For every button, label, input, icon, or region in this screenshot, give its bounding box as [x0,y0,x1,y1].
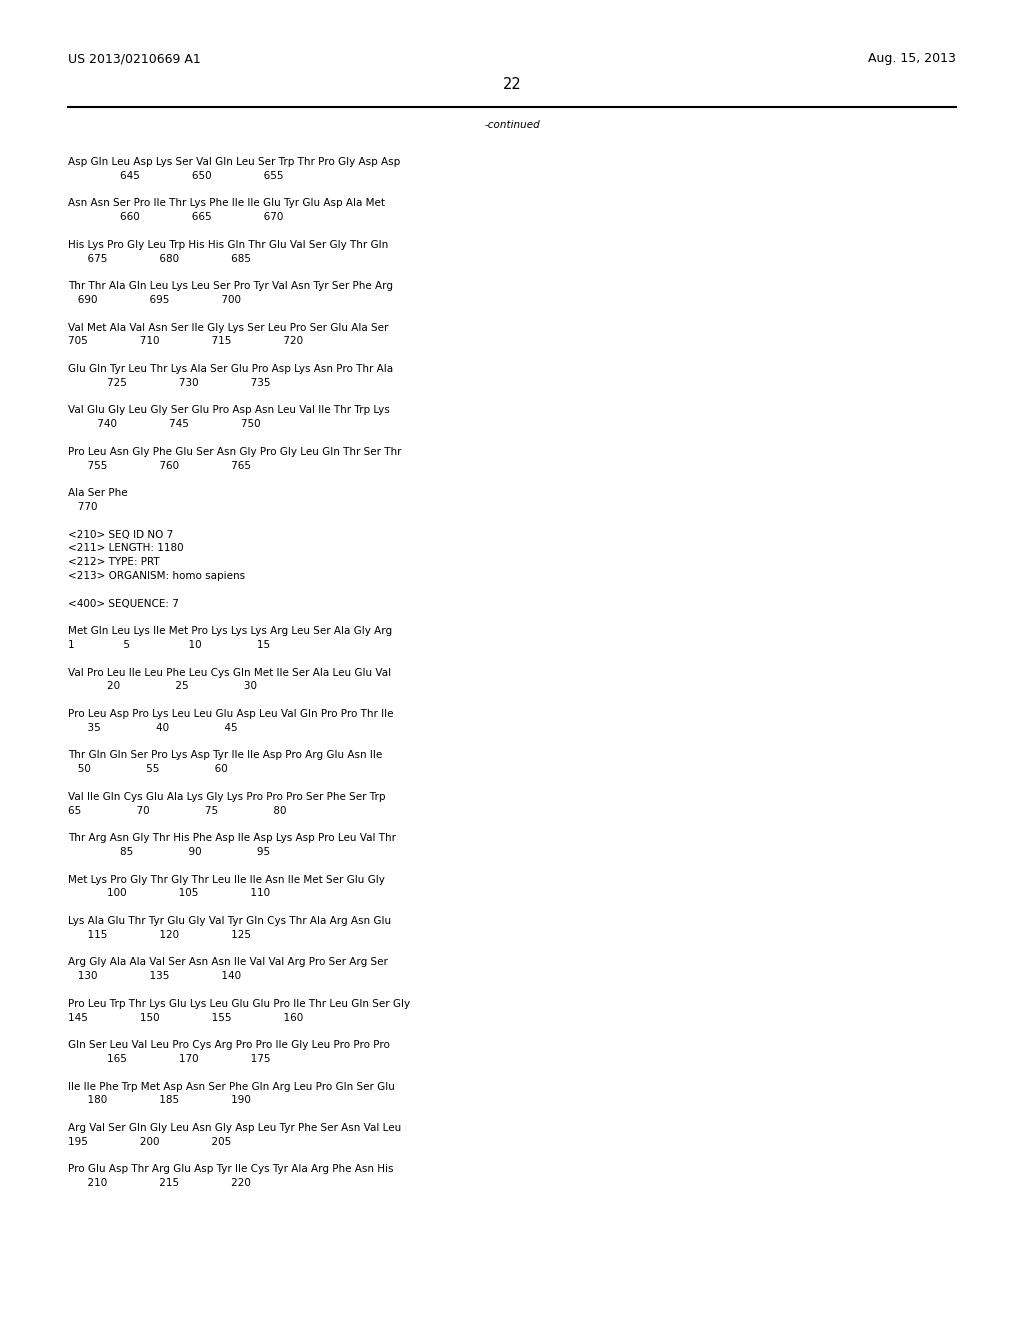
Text: 65                 70                 75                 80: 65 70 75 80 [68,805,287,816]
Text: 22: 22 [503,77,521,92]
Text: 20                 25                 30: 20 25 30 [68,681,257,692]
Text: 740                745                750: 740 745 750 [68,420,261,429]
Text: 35                 40                 45: 35 40 45 [68,723,238,733]
Text: 675                680                685: 675 680 685 [68,253,251,264]
Text: 705                710                715                720: 705 710 715 720 [68,337,303,346]
Text: Pro Leu Asn Gly Phe Glu Ser Asn Gly Pro Gly Leu Gln Thr Ser Thr: Pro Leu Asn Gly Phe Glu Ser Asn Gly Pro … [68,446,401,457]
Text: Gln Ser Leu Val Leu Pro Cys Arg Pro Pro Ile Gly Leu Pro Pro Pro: Gln Ser Leu Val Leu Pro Cys Arg Pro Pro … [68,1040,390,1051]
Text: 660                665                670: 660 665 670 [68,213,284,222]
Text: -continued: -continued [484,120,540,129]
Text: <400> SEQUENCE: 7: <400> SEQUENCE: 7 [68,598,179,609]
Text: 165                170                175: 165 170 175 [68,1053,270,1064]
Text: Ala Ser Phe: Ala Ser Phe [68,488,128,498]
Text: Glu Gln Tyr Leu Thr Lys Ala Ser Glu Pro Asp Lys Asn Pro Thr Ala: Glu Gln Tyr Leu Thr Lys Ala Ser Glu Pro … [68,364,393,374]
Text: Met Lys Pro Gly Thr Gly Thr Leu Ile Ile Asn Ile Met Ser Glu Gly: Met Lys Pro Gly Thr Gly Thr Leu Ile Ile … [68,875,385,884]
Text: Ile Ile Phe Trp Met Asp Asn Ser Phe Gln Arg Leu Pro Gln Ser Glu: Ile Ile Phe Trp Met Asp Asn Ser Phe Gln … [68,1081,395,1092]
Text: 755                760                765: 755 760 765 [68,461,251,471]
Text: Val Met Ala Val Asn Ser Ile Gly Lys Ser Leu Pro Ser Glu Ala Ser: Val Met Ala Val Asn Ser Ile Gly Lys Ser … [68,322,388,333]
Text: 100                105                110: 100 105 110 [68,888,270,899]
Text: Thr Gln Gln Ser Pro Lys Asp Tyr Ile Ile Asp Pro Arg Glu Asn Ile: Thr Gln Gln Ser Pro Lys Asp Tyr Ile Ile … [68,750,382,760]
Text: Pro Glu Asp Thr Arg Glu Asp Tyr Ile Cys Tyr Ala Arg Phe Asn His: Pro Glu Asp Thr Arg Glu Asp Tyr Ile Cys … [68,1164,393,1175]
Text: <210> SEQ ID NO 7: <210> SEQ ID NO 7 [68,529,173,540]
Text: Val Pro Leu Ile Leu Phe Leu Cys Gln Met Ile Ser Ala Leu Glu Val: Val Pro Leu Ile Leu Phe Leu Cys Gln Met … [68,668,391,677]
Text: Met Gln Leu Lys Ile Met Pro Lys Lys Lys Arg Leu Ser Ala Gly Arg: Met Gln Leu Lys Ile Met Pro Lys Lys Lys … [68,626,392,636]
Text: 85                 90                 95: 85 90 95 [68,847,270,857]
Text: 145                150                155                160: 145 150 155 160 [68,1012,303,1023]
Text: Thr Thr Ala Gln Leu Lys Leu Ser Pro Tyr Val Asn Tyr Ser Phe Arg: Thr Thr Ala Gln Leu Lys Leu Ser Pro Tyr … [68,281,393,292]
Text: Val Ile Gln Cys Glu Ala Lys Gly Lys Pro Pro Pro Ser Phe Ser Trp: Val Ile Gln Cys Glu Ala Lys Gly Lys Pro … [68,792,385,801]
Text: Thr Arg Asn Gly Thr His Phe Asp Ile Asp Lys Asp Pro Leu Val Thr: Thr Arg Asn Gly Thr His Phe Asp Ile Asp … [68,833,396,843]
Text: 690                695                700: 690 695 700 [68,294,241,305]
Text: <212> TYPE: PRT: <212> TYPE: PRT [68,557,160,568]
Text: Val Glu Gly Leu Gly Ser Glu Pro Asp Asn Leu Val Ile Thr Trp Lys: Val Glu Gly Leu Gly Ser Glu Pro Asp Asn … [68,405,390,416]
Text: 770: 770 [68,502,97,512]
Text: 50                 55                 60: 50 55 60 [68,764,227,775]
Text: Asp Gln Leu Asp Lys Ser Val Gln Leu Ser Trp Thr Pro Gly Asp Asp: Asp Gln Leu Asp Lys Ser Val Gln Leu Ser … [68,157,400,168]
Text: <211> LENGTH: 1180: <211> LENGTH: 1180 [68,544,183,553]
Text: 195                200                205: 195 200 205 [68,1137,231,1147]
Text: Pro Leu Asp Pro Lys Leu Leu Glu Asp Leu Val Gln Pro Pro Thr Ile: Pro Leu Asp Pro Lys Leu Leu Glu Asp Leu … [68,709,393,719]
Text: 210                215                220: 210 215 220 [68,1179,251,1188]
Text: 725                730                735: 725 730 735 [68,378,270,388]
Text: Aug. 15, 2013: Aug. 15, 2013 [868,51,956,65]
Text: <213> ORGANISM: homo sapiens: <213> ORGANISM: homo sapiens [68,572,245,581]
Text: Pro Leu Trp Thr Lys Glu Lys Leu Glu Glu Pro Ile Thr Leu Gln Ser Gly: Pro Leu Trp Thr Lys Glu Lys Leu Glu Glu … [68,999,411,1008]
Text: Arg Gly Ala Ala Val Ser Asn Asn Ile Val Val Arg Pro Ser Arg Ser: Arg Gly Ala Ala Val Ser Asn Asn Ile Val … [68,957,388,968]
Text: Arg Val Ser Gln Gly Leu Asn Gly Asp Leu Tyr Phe Ser Asn Val Leu: Arg Val Ser Gln Gly Leu Asn Gly Asp Leu … [68,1123,401,1133]
Text: 180                185                190: 180 185 190 [68,1096,251,1105]
Text: 115                120                125: 115 120 125 [68,929,251,940]
Text: His Lys Pro Gly Leu Trp His His Gln Thr Glu Val Ser Gly Thr Gln: His Lys Pro Gly Leu Trp His His Gln Thr … [68,240,388,249]
Text: 130                135                140: 130 135 140 [68,972,241,981]
Text: 645                650                655: 645 650 655 [68,170,284,181]
Text: 1               5                  10                 15: 1 5 10 15 [68,640,270,649]
Text: Asn Asn Ser Pro Ile Thr Lys Phe Ile Ile Glu Tyr Glu Asp Ala Met: Asn Asn Ser Pro Ile Thr Lys Phe Ile Ile … [68,198,385,209]
Text: Lys Ala Glu Thr Tyr Glu Gly Val Tyr Gln Cys Thr Ala Arg Asn Glu: Lys Ala Glu Thr Tyr Glu Gly Val Tyr Gln … [68,916,391,927]
Text: US 2013/0210669 A1: US 2013/0210669 A1 [68,51,201,65]
